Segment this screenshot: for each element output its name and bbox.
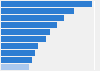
Bar <box>1 43 38 49</box>
Bar <box>1 36 46 42</box>
Bar <box>1 1 92 7</box>
Bar <box>1 15 64 21</box>
Bar <box>1 8 74 14</box>
Bar <box>1 22 57 28</box>
Bar <box>1 57 32 63</box>
Bar <box>1 29 50 35</box>
Bar <box>1 64 29 70</box>
Bar <box>1 50 35 56</box>
